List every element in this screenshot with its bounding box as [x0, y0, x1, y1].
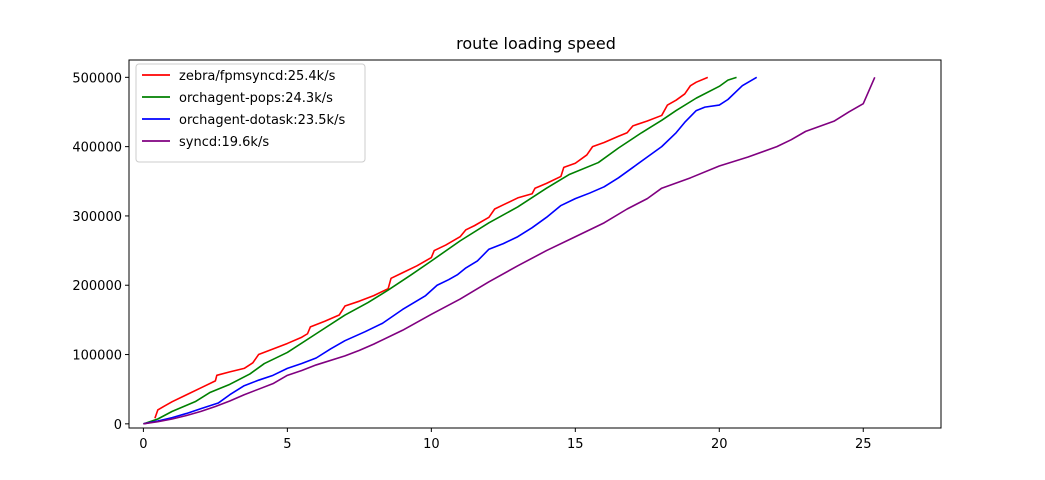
y-tick-label: 500000	[72, 71, 122, 86]
x-axis: 0 5 10 15 20 25	[139, 428, 872, 452]
y-tick-label: 300000	[72, 210, 122, 225]
y-tick-label: 100000	[72, 349, 122, 364]
y-tick-label: 400000	[72, 141, 122, 156]
x-tick-label: 10	[423, 437, 440, 452]
series-line-1	[154, 76, 709, 419]
legend: zebra/fpmsyncd:25.4k/s orchagent-pops:24.…	[135, 63, 366, 163]
legend-entry: orchagent-dotask:23.5k/s	[179, 113, 345, 128]
x-tick-label: 0	[139, 437, 147, 452]
series-line-4	[143, 77, 876, 425]
x-tick-label: 20	[711, 437, 728, 452]
x-tick-label: 5	[283, 437, 291, 452]
legend-entry: zebra/fpmsyncd:25.4k/s	[179, 69, 336, 84]
plot-frame	[128, 59, 942, 429]
y-axis: 0 100000 200000 300000 400000 500000	[72, 71, 129, 433]
y-tick-label: 200000	[72, 279, 122, 294]
plot-area	[143, 76, 876, 425]
chart-title: route loading speed	[456, 34, 616, 53]
x-tick-label: 25	[855, 437, 872, 452]
legend-entry: orchagent-pops:24.3k/s	[179, 91, 333, 106]
legend-entry: syncd:19.6k/s	[179, 135, 269, 150]
series-line-3	[143, 76, 758, 425]
x-tick-label: 15	[567, 437, 584, 452]
legend-box	[135, 63, 366, 163]
series-line-2	[143, 76, 737, 425]
y-tick-label: 0	[114, 418, 122, 433]
